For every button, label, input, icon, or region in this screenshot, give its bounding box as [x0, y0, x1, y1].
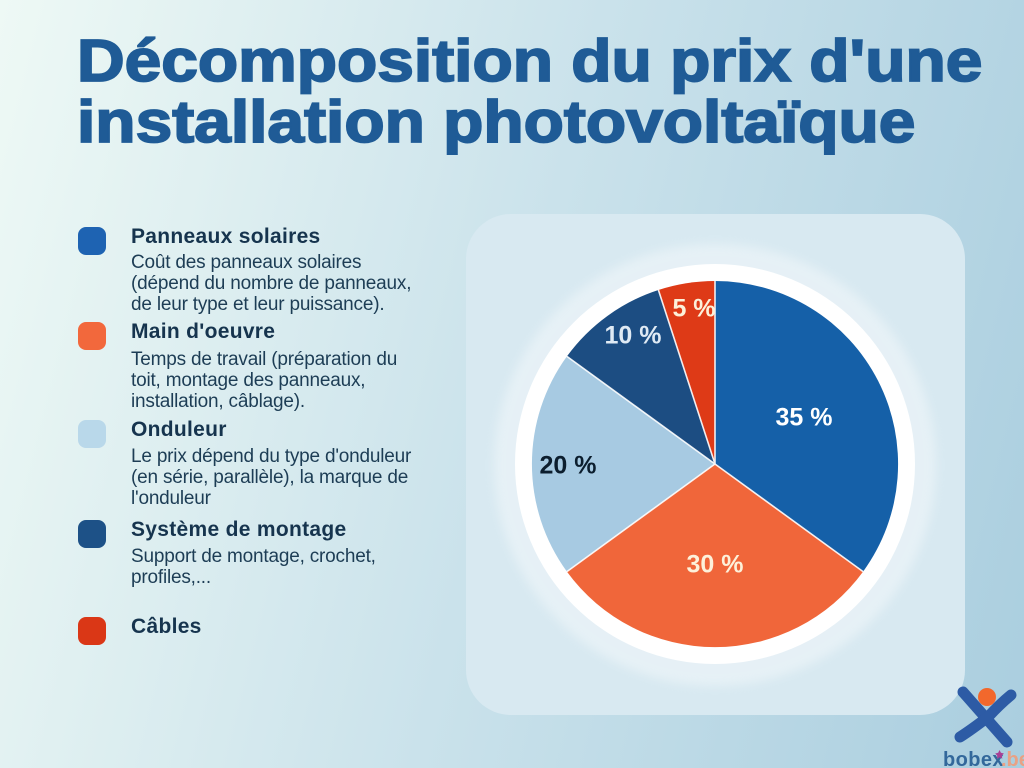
- svg-text:bobex: bobex: [943, 749, 1004, 768]
- svg-text:.be: .be: [1001, 749, 1024, 768]
